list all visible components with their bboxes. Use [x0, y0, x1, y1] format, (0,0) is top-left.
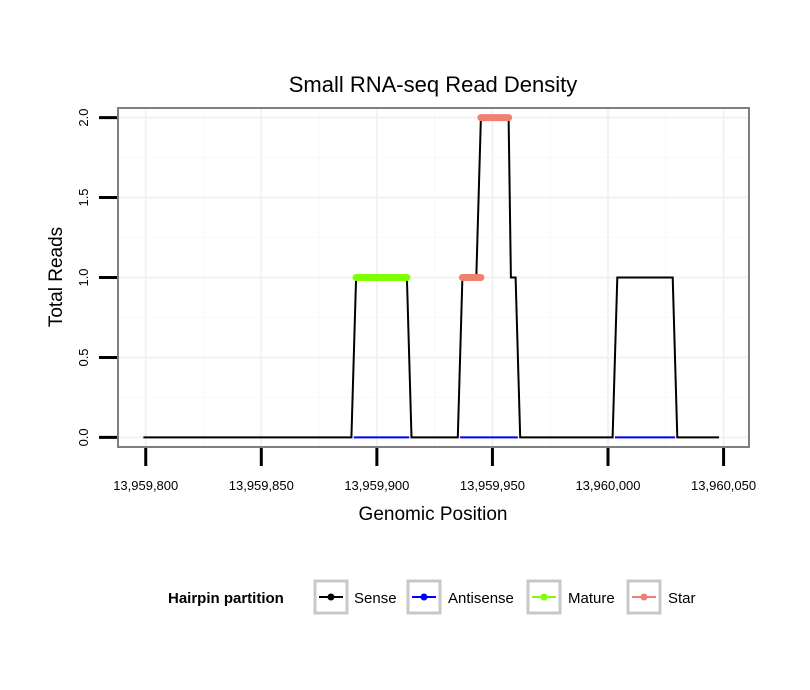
x-tick-label: 13,959,850: [229, 478, 294, 493]
y-tick-label: 1.0: [76, 268, 91, 286]
y-tick-label: 2.0: [76, 109, 91, 127]
y-tick-label: 0.0: [76, 428, 91, 446]
y-axis-label: Total Reads: [46, 227, 67, 327]
legend-key-point: [327, 593, 335, 601]
y-tick-label: 1.5: [76, 188, 91, 206]
y-tick-label: 0.5: [76, 348, 91, 366]
x-axis-label: Genomic Position: [359, 504, 508, 525]
legend-key-point: [540, 593, 548, 601]
x-tick-label: 13,959,950: [460, 478, 525, 493]
x-tick-label: 13,959,900: [344, 478, 409, 493]
series-layer: [143, 114, 719, 439]
x-tick-label: 13,959,800: [113, 478, 178, 493]
chart-title: Small RNA-seq Read Density: [289, 72, 578, 97]
plot-border: [117, 107, 750, 448]
legend: Hairpin partition Sense Antisense Mature St…: [168, 579, 696, 615]
legend-entry-label: Star: [668, 590, 696, 607]
y-axis: 0.0 0.5 1.0 1.5 2.0: [76, 109, 117, 446]
legend-entry-label: Antisense: [448, 590, 514, 607]
legend-title: Hairpin partition: [168, 590, 284, 607]
legend-entry-label: Mature: [568, 590, 615, 607]
x-tick-label: 13,960,050: [691, 478, 756, 493]
x-axis: 13,959,800 13,959,850 13,959,900 13,959,950…: [113, 448, 756, 493]
legend-key-point: [640, 593, 648, 601]
x-tick-label: 13,960,000: [575, 478, 640, 493]
legend-entry-label: Sense: [354, 590, 397, 607]
legend-key-point: [420, 593, 428, 601]
